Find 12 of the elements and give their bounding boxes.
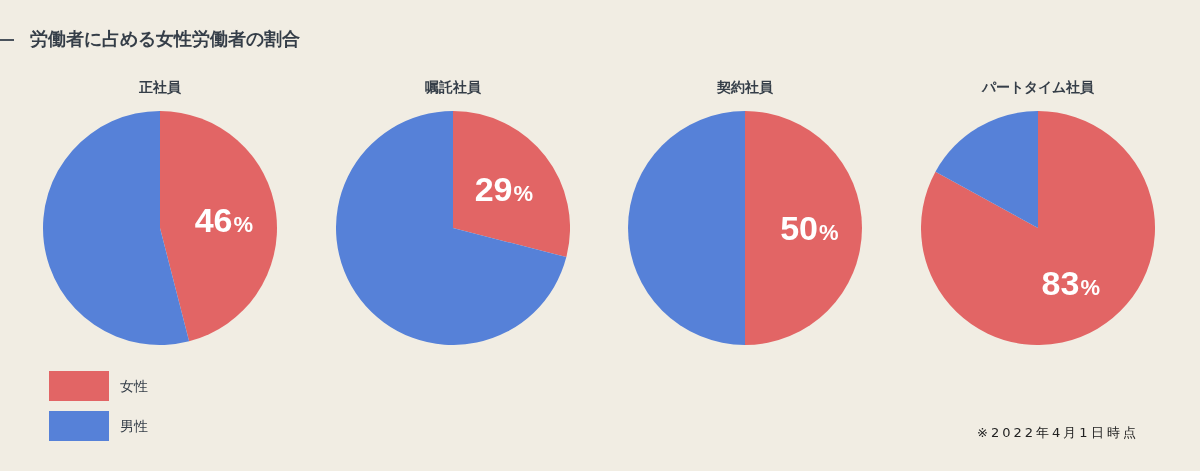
data-label: 83%: [1041, 264, 1100, 303]
data-label: 50%: [780, 209, 839, 247]
data-label: 46%: [194, 200, 254, 239]
legend-label: 女性: [120, 377, 148, 395]
chart-title: 契約社員: [716, 78, 774, 96]
text: 労働者に占める女性労働者の割合: [30, 27, 300, 51]
chart-title: 正社員: [138, 78, 182, 96]
chart-title: パートタイム社員: [980, 78, 1095, 96]
chart-title: 嘱託社員: [423, 78, 482, 96]
text: ※2022年4月1日時点: [977, 424, 1139, 442]
legend-label: 男性: [120, 417, 148, 435]
data-label: 29%: [474, 169, 533, 208]
